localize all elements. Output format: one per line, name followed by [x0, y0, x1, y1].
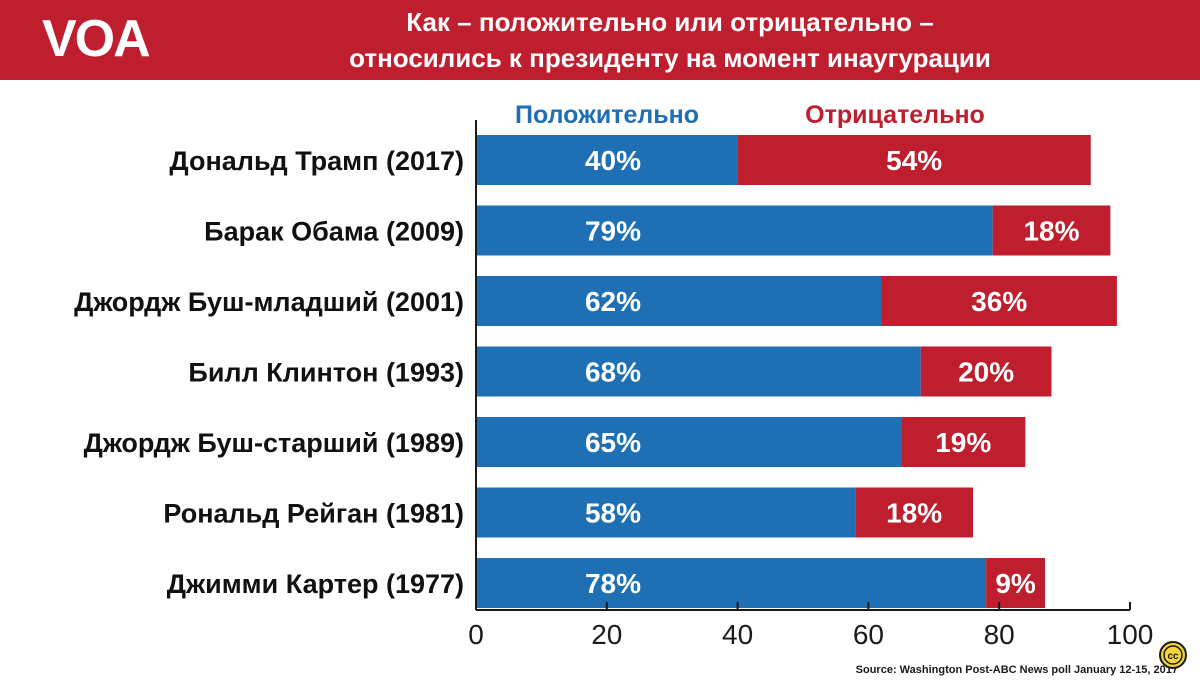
- bar-negative: [992, 205, 1111, 256]
- legend-negative: Отрицательно: [805, 101, 985, 129]
- data-label-negative: 18%: [886, 498, 942, 529]
- data-label-positive: 58%: [585, 498, 641, 529]
- bar-negative: [986, 558, 1045, 608]
- bar-negative: [881, 276, 1117, 326]
- bar-positive: [476, 276, 882, 326]
- bar-positive: [476, 346, 921, 397]
- x-tick-label: 80: [984, 619, 1015, 650]
- source-note: Source: Washington Post-ABC News poll Ja…: [855, 664, 1178, 676]
- data-label-positive: 78%: [585, 568, 641, 599]
- data-label-negative: 54%: [886, 145, 942, 176]
- svg-text:cc: cc: [1167, 651, 1179, 662]
- bar-positive: [476, 417, 902, 467]
- bar-negative: [901, 417, 1026, 467]
- x-tick-label: 60: [853, 619, 884, 650]
- category-label: Дональд Трамп (2017): [169, 146, 464, 176]
- data-label-positive: 65%: [585, 427, 641, 458]
- bar-positive: [476, 205, 993, 256]
- category-label: Джордж Буш-старший (1989): [84, 428, 464, 458]
- stacked-bar-chart: Положительно Отрицательно Дональд Трамп (2…: [74, 101, 1154, 650]
- legend-positive: Положительно: [515, 101, 699, 129]
- data-label-positive: 62%: [585, 286, 641, 317]
- bar-negative: [737, 135, 1091, 185]
- data-label-negative: 19%: [935, 427, 991, 458]
- data-label-positive: 68%: [585, 357, 641, 388]
- x-tick-label: 0: [468, 619, 484, 650]
- data-label-negative: 18%: [1023, 216, 1079, 247]
- data-label-positive: 79%: [585, 216, 641, 247]
- x-tick-label: 100: [1107, 619, 1154, 650]
- category-label: Джордж Буш-младший (2001): [74, 287, 464, 317]
- creative-commons-icon: cc: [1159, 641, 1187, 669]
- x-tick-label: 40: [722, 619, 753, 650]
- bar-negative: [855, 487, 974, 538]
- category-label: Барак Обама (2009): [204, 217, 464, 247]
- chart-title: Как – положительно или отрицательно – от…: [170, 4, 1170, 76]
- bar-positive: [476, 487, 856, 538]
- category-label: Джимми Картер (1977): [167, 569, 464, 599]
- data-label-positive: 40%: [585, 145, 641, 176]
- data-label-negative: 20%: [958, 357, 1014, 388]
- header-banner: VOA Как – положительно или отрицательно …: [0, 0, 1200, 80]
- bar-positive: [476, 558, 987, 608]
- data-label-negative: 9%: [995, 568, 1036, 599]
- data-label-negative: 36%: [971, 286, 1027, 317]
- title-line-1: Как – положительно или отрицательно –: [406, 7, 934, 37]
- category-label: Билл Клинтон (1993): [188, 358, 464, 388]
- category-label: Рональд Рейган (1981): [163, 499, 464, 529]
- title-line-2: относились к президенту на момент инаугу…: [349, 43, 991, 73]
- bar-positive: [476, 135, 738, 185]
- bar-negative: [920, 346, 1052, 397]
- voa-logo: VOA: [42, 10, 151, 68]
- x-tick-label: 20: [591, 619, 622, 650]
